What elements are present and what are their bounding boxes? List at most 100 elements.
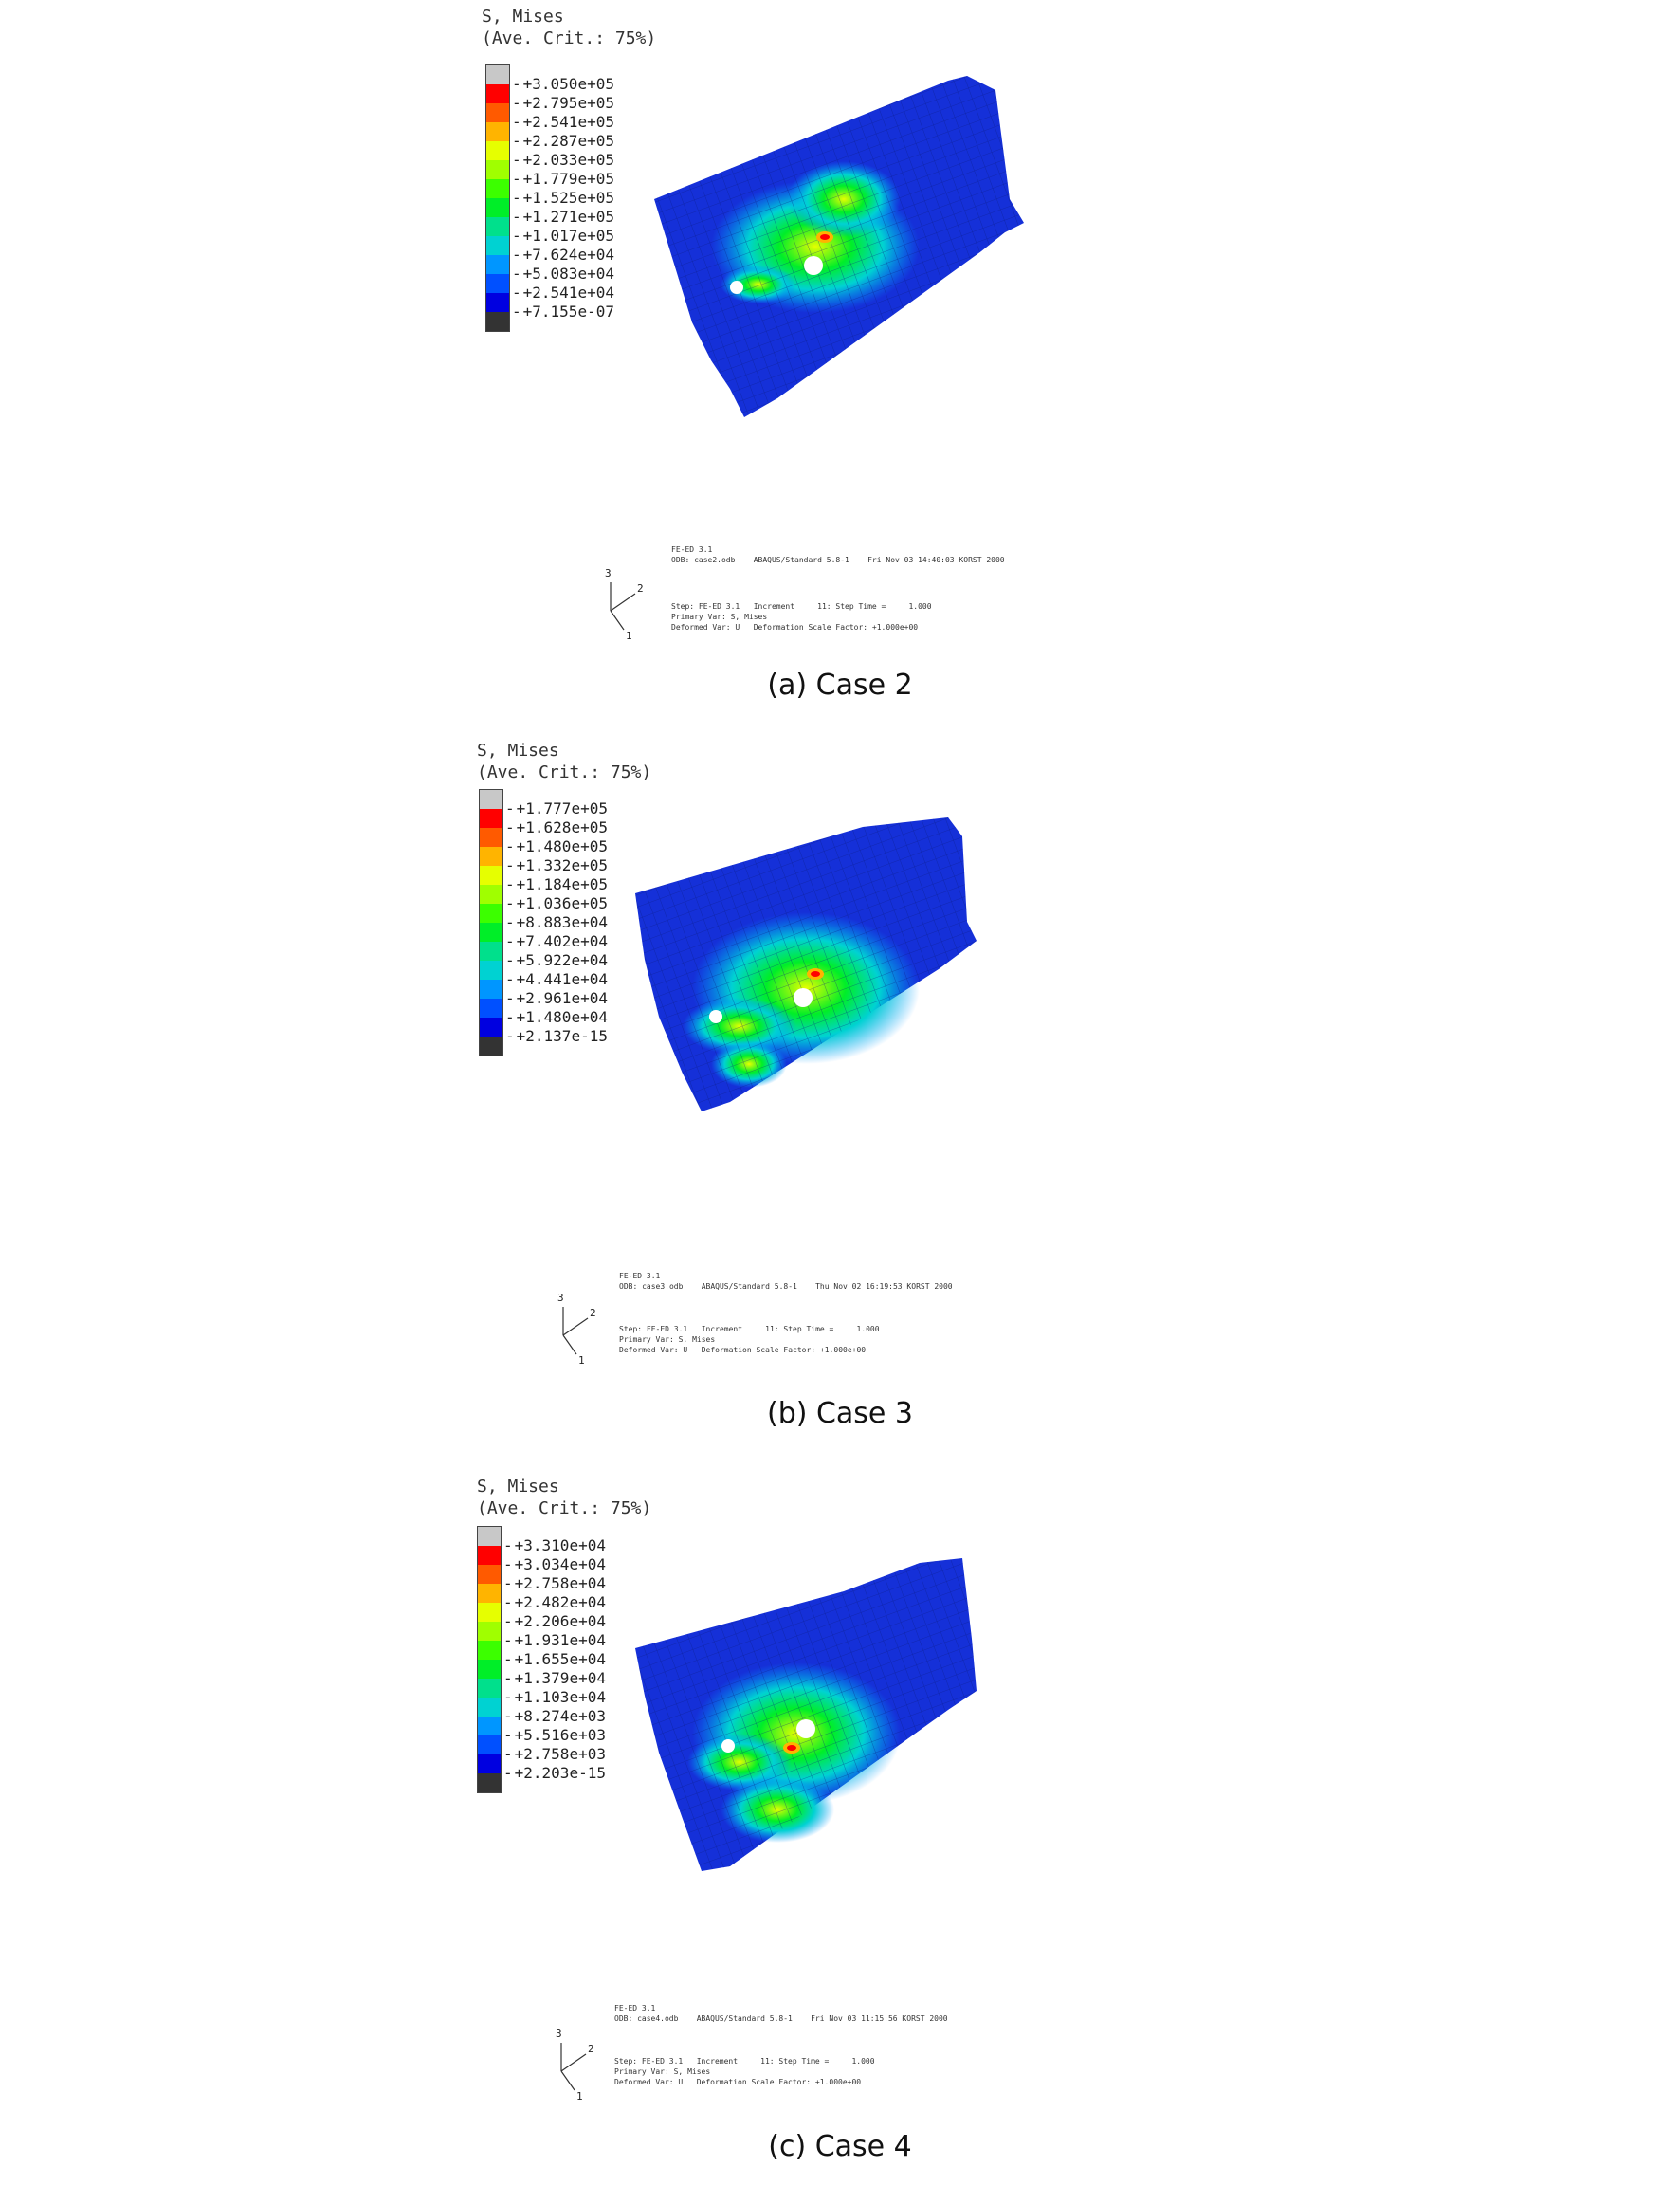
panel-case-3: S, Mises (Ave. Crit.: 75%) +1.777e+05+1.… [0, 728, 1680, 1457]
legend-value: +3.310e+04 [503, 1536, 606, 1554]
legend-color-bar [479, 789, 503, 1056]
hole-main [796, 1719, 815, 1738]
axis-3-label: 3 [605, 567, 612, 579]
axis-2-label: 2 [637, 582, 644, 595]
legend-swatch [486, 84, 509, 103]
legend-value: +1.017e+05 [512, 227, 614, 245]
legend-swatch [478, 1698, 501, 1717]
axis-2-line [560, 2053, 587, 2072]
legend-swatch [480, 980, 502, 999]
legend-value: +1.931e+04 [503, 1631, 606, 1649]
legend-swatch [486, 274, 509, 293]
legend-swatch [480, 942, 502, 961]
axis-1-label: 1 [578, 1354, 585, 1367]
legend-swatch [478, 1565, 501, 1584]
legend-values: +3.310e+04+3.034e+04+2.758e+04+2.482e+04… [503, 1535, 655, 1791]
legend-value: +3.034e+04 [503, 1555, 606, 1573]
legend-value: +1.332e+05 [505, 856, 608, 874]
legend-swatch [480, 809, 502, 828]
legend-value: +2.758e+04 [503, 1574, 606, 1592]
legend-value: +7.402e+04 [505, 932, 608, 950]
legend-value: +5.516e+03 [503, 1726, 606, 1744]
legend-value: +1.379e+04 [503, 1669, 606, 1687]
step-info: Step: FE-ED 3.1 Increment 11: Step Time … [614, 2057, 875, 2086]
legend-value: +4.441e+04 [505, 970, 608, 988]
caption: (b) Case 3 [766, 1397, 914, 1430]
legend-value: +1.184e+05 [505, 875, 608, 893]
model-mesh [635, 1558, 977, 1871]
panel-case-2: S, Mises (Ave. Crit.: 75%) +3.050e+05+2.… [0, 0, 1680, 728]
legend-swatch [478, 1660, 501, 1679]
legend-swatch [480, 961, 502, 980]
caption: (a) Case 2 [767, 669, 913, 702]
hot-spot-peak [820, 234, 830, 240]
legend-value: +2.287e+05 [512, 132, 614, 150]
legend-values: +1.777e+05+1.628e+05+1.480e+05+1.332e+05… [505, 799, 657, 1055]
legend-swatch [486, 312, 509, 331]
axis-1-line [562, 1334, 577, 1355]
axis-2-line [610, 593, 636, 612]
legend-values: +3.050e+05+2.795e+05+2.541e+05+2.287e+05… [512, 74, 664, 330]
legend-swatch [478, 1546, 501, 1565]
legend-color-bar [485, 64, 510, 332]
legend-value: +2.482e+04 [503, 1593, 606, 1611]
axis-1-line [560, 2070, 575, 2091]
legend-value: +8.883e+04 [505, 913, 608, 931]
legend-value: +7.155e-07 [512, 303, 614, 321]
legend-value: +2.203e-15 [503, 1764, 606, 1782]
legend-value: +1.480e+05 [505, 837, 608, 855]
legend-value: +2.541e+04 [512, 284, 614, 302]
legend-swatch [478, 1527, 501, 1546]
legend-value: +1.525e+05 [512, 189, 614, 207]
model-mesh [635, 817, 977, 1111]
odb-info-header: FE-ED 3.1 ODB: case4.odb ABAQUS/Standard… [614, 2004, 948, 2023]
legend-swatch [480, 999, 502, 1018]
legend-value: +1.655e+04 [503, 1650, 606, 1668]
legend-swatch [486, 217, 509, 236]
fe-stress-contour-model [654, 76, 1024, 417]
legend-swatch [478, 1679, 501, 1698]
coordinate-triad: 3 2 1 [605, 567, 644, 642]
legend-value: +2.541e+05 [512, 113, 614, 131]
legend-swatch [480, 866, 502, 885]
step-info: Step: FE-ED 3.1 Increment 11: Step Time … [619, 1325, 880, 1354]
hot-spot-peak [811, 971, 820, 977]
axis-2-label: 2 [588, 2043, 594, 2055]
step-info: Step: FE-ED 3.1 Increment 11: Step Time … [671, 602, 932, 632]
legend-value: +5.083e+04 [512, 265, 614, 283]
legend-value: +2.795e+05 [512, 94, 614, 112]
model-mesh [654, 76, 1024, 417]
legend-swatch [478, 1735, 501, 1754]
legend-value: +1.628e+05 [505, 818, 608, 836]
axis-1-label: 1 [576, 2090, 583, 2102]
legend-title: S, Mises (Ave. Crit.: 75%) [482, 7, 657, 48]
legend-value: +8.274e+03 [503, 1707, 606, 1725]
legend-swatch [486, 141, 509, 160]
panel-case-4: S, Mises (Ave. Crit.: 75%) +3.310e+04+3.… [0, 1457, 1680, 2185]
axis-1-label: 1 [626, 630, 632, 642]
legend-value: +1.271e+05 [512, 208, 614, 226]
legend-swatch [478, 1584, 501, 1603]
hole-secondary [730, 281, 743, 294]
legend-swatch [478, 1773, 501, 1792]
legend-swatch [486, 198, 509, 217]
legend-title: S, Mises (Ave. Crit.: 75%) [477, 1477, 652, 1518]
legend-value: +1.777e+05 [505, 799, 608, 817]
legend-swatch [486, 65, 509, 84]
legend-value: +2.206e+04 [503, 1612, 606, 1630]
legend-swatch [480, 1037, 502, 1056]
legend-swatch [486, 293, 509, 312]
legend-swatch [478, 1641, 501, 1660]
legend-swatch [478, 1717, 501, 1735]
hole-secondary [709, 1010, 722, 1023]
axis-2-line [562, 1317, 589, 1336]
legend-swatch [486, 160, 509, 179]
legend-swatch [480, 828, 502, 847]
legend-swatch [480, 1018, 502, 1037]
legend-swatch [480, 923, 502, 942]
legend-swatch [478, 1603, 501, 1622]
coordinate-triad: 3 2 1 [557, 1292, 596, 1367]
legend-swatch [486, 255, 509, 274]
axis-2-label: 2 [590, 1307, 596, 1319]
legend-swatch [486, 122, 509, 141]
